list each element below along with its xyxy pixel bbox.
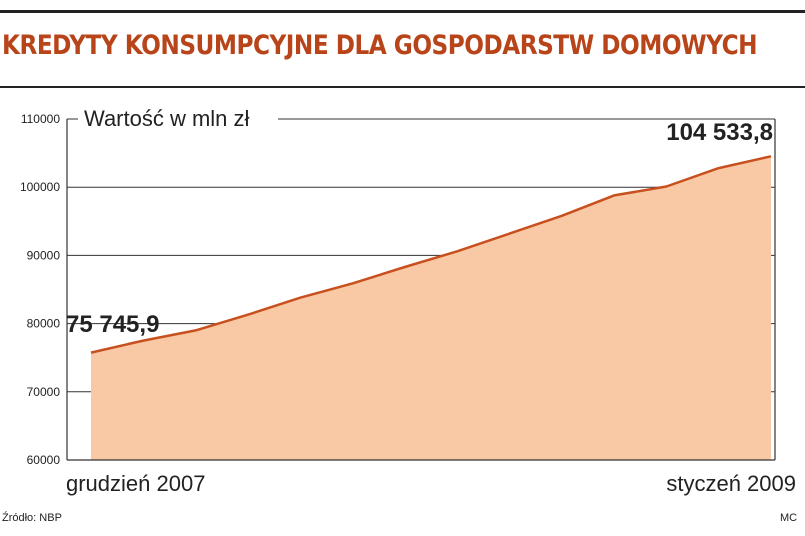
y-tick-label: 80000 [27,317,61,331]
series-line [90,155,772,354]
y-tick-label: 90000 [27,248,61,262]
area-fill [91,156,771,461]
y-tick-label: 60000 [27,453,61,467]
y-axis-label: Wartość w mln zł [84,106,250,131]
x-start-label: grudzień 2007 [66,471,205,496]
start-value-label: 75 745,9 [66,311,159,338]
title-rule [0,86,805,88]
y-tick-labels: 60000 70000 80000 90000 100000 110000 [20,112,60,467]
ylabel-backdrop [78,100,278,134]
author-credit: MC [780,512,798,524]
y-tick-label: 100000 [20,180,60,194]
top-rule [0,10,805,13]
y-tick-label: 110000 [21,112,60,126]
end-value-label: 104 533,8 [666,119,773,146]
chart-title: KREDYTY KONSUMPCYJNE DLA GOSPODARSTW DOM… [2,30,758,61]
x-end-label: styczeń 2009 [666,471,796,496]
source-note: Źródło: NBP [2,512,62,524]
y-tick-label: 70000 [27,385,61,399]
